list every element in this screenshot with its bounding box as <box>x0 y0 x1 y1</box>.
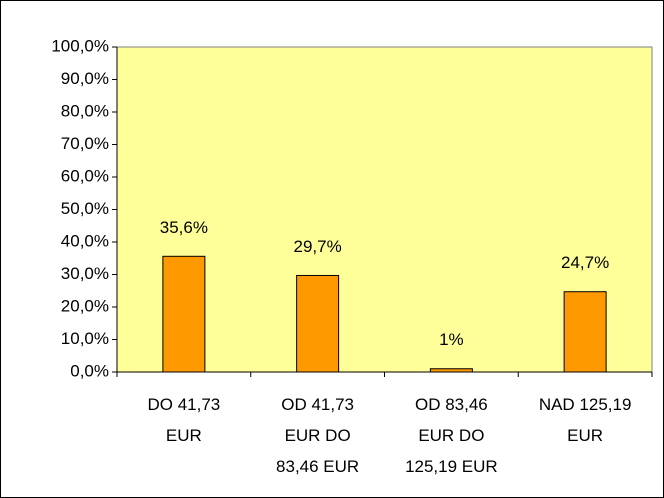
y-tick-label: 20,0% <box>61 296 109 315</box>
x-tick-label-line: 125,19 EUR <box>405 457 498 476</box>
data-label: 1% <box>439 330 464 349</box>
x-tick-label-line: EUR <box>567 426 603 445</box>
x-tick-label-line: OD 83,46 <box>415 395 488 414</box>
x-tick-label-line: EUR DO <box>418 426 484 445</box>
x-tick-label: NAD 125,19 EUR <box>539 395 632 445</box>
y-tick-label: 10,0% <box>61 329 109 348</box>
y-tick-label: 40,0% <box>61 231 109 250</box>
bar <box>296 274 340 373</box>
y-tick-label: 70,0% <box>61 134 109 153</box>
y-tick-label: 100,0% <box>51 36 109 55</box>
x-tick-label: OD 41,73 EUR DO 83,46 EUR <box>276 395 359 476</box>
y-tick-label: 0,0% <box>70 361 109 380</box>
y-tick-label: 50,0% <box>61 199 109 218</box>
x-tick-label-line: NAD 125,19 <box>539 395 632 414</box>
x-tick-label-line: DO 41,73 <box>147 395 220 414</box>
x-tick-label: DO 41,73 EUR <box>147 395 220 445</box>
data-label: 29,7% <box>294 237 342 256</box>
y-tick-label: 60,0% <box>61 166 109 185</box>
bar <box>162 255 206 373</box>
plot-area <box>116 46 653 373</box>
y-tick-label: 80,0% <box>61 101 109 120</box>
bar <box>429 368 473 373</box>
x-tick-label-line: 83,46 EUR <box>276 457 359 476</box>
x-tick-label-line: EUR <box>166 426 202 445</box>
data-label: 35,6% <box>160 218 208 237</box>
y-tick-label: 90,0% <box>61 69 109 88</box>
y-tick-label: 30,0% <box>61 264 109 283</box>
bar <box>563 291 607 373</box>
data-label: 24,7% <box>561 253 609 272</box>
x-tick-label-line: EUR DO <box>285 426 351 445</box>
x-tick-label-line: OD 41,73 <box>281 395 354 414</box>
x-tick-label: OD 83,46 EUR DO 125,19 EUR <box>405 395 498 476</box>
